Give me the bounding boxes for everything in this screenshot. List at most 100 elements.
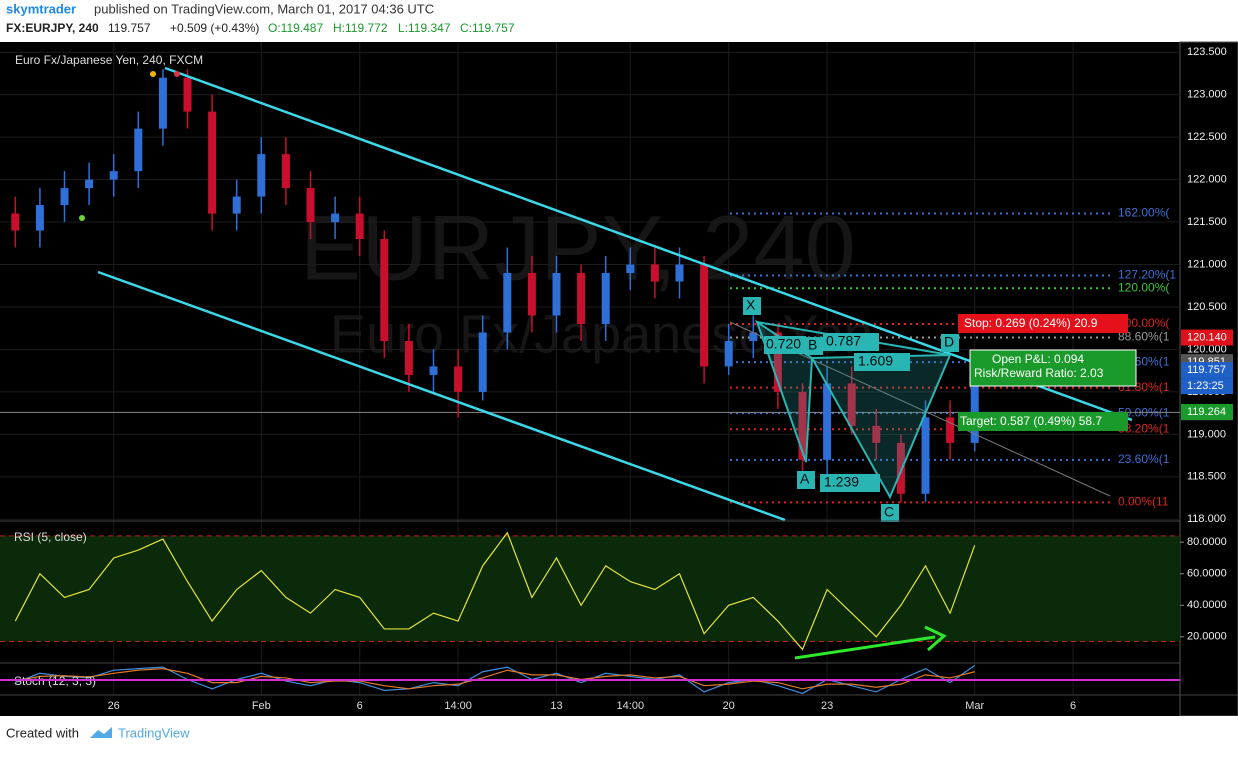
ohlc-high: H:119.772: [333, 21, 388, 35]
label-box: [805, 337, 823, 355]
y-tick-label: 121.500: [1187, 216, 1227, 228]
x-tick-label: 20: [723, 700, 735, 712]
price-tag: [1181, 403, 1233, 420]
grid: [0, 42, 1180, 695]
y-tick-label: 120.500: [1187, 301, 1227, 313]
price-tag-label: 120.140: [1187, 331, 1227, 343]
author: skymtrader: [6, 1, 76, 16]
ratio-box: [854, 353, 910, 371]
dot: [79, 215, 85, 221]
label-box: [797, 471, 815, 489]
target-box: [958, 412, 1128, 431]
y-tick-label: 118.000: [1187, 513, 1226, 525]
y-tick-label: 40.0000: [1187, 599, 1227, 611]
ohlc-close: C:119.757: [460, 21, 515, 35]
candle-body: [35, 205, 44, 231]
price-tag-label: 119.757: [1187, 364, 1226, 376]
footer-brand: TradingView: [118, 725, 190, 740]
x-tick-label: Feb: [252, 700, 271, 712]
candle-body: [798, 391, 807, 460]
x-tick-label: 6: [1070, 700, 1076, 712]
fib-label: 0.00%(11: [1118, 494, 1169, 508]
ratio-xad: 1.239: [824, 474, 859, 490]
price-tag: [1181, 362, 1233, 379]
y-tick-label: 119.000: [1187, 428, 1226, 440]
point-c: C: [884, 504, 894, 520]
point-d: D: [944, 334, 954, 350]
target-text: Target: 0.587 (0.49%) 58.7: [960, 414, 1102, 428]
ratio-box: [764, 336, 806, 354]
candle-body: [454, 366, 463, 392]
fib-label: 120.00%(: [1118, 280, 1169, 294]
y-tick-label: 118.500: [1187, 471, 1226, 483]
stoch-title: Stoch (12, 3, 3): [14, 674, 96, 688]
candle-body: [60, 188, 69, 206]
candle-body: [158, 77, 167, 129]
x-tick-label: 6: [357, 700, 363, 712]
countdown-tag: [1181, 378, 1233, 395]
rr-text: Risk/Reward Ratio: 2.03: [974, 366, 1104, 380]
dot: [150, 71, 156, 77]
arrow-head: [924, 625, 947, 652]
footer: [0, 716, 1238, 752]
ratio-box: [820, 474, 880, 492]
candle-body: [847, 383, 856, 426]
point-a: A: [800, 471, 810, 487]
countdown: 1:23:25: [1187, 380, 1224, 392]
price-tag: [1181, 329, 1233, 346]
candle-body: [183, 77, 192, 112]
channel-lower: [97, 270, 786, 522]
candle-body: [552, 273, 561, 316]
change: +0.509 (+0.43%): [170, 21, 259, 35]
y-tick-label: 60.0000: [1187, 568, 1227, 580]
candle-body: [503, 273, 512, 333]
y-tick-label: 120.000: [1187, 343, 1227, 355]
divergence-arrow: [794, 635, 936, 660]
candle-body: [724, 340, 733, 367]
fib-label: 100.00%(: [1118, 316, 1169, 330]
x-tick-label: 14:00: [617, 700, 645, 712]
symbol: FX:EURJPY, 240: [6, 21, 99, 35]
ratio-xab: 0.720: [766, 336, 801, 352]
pattern-labels: X A B C D 0.720 0.787 1.609 1.239: [743, 297, 959, 522]
pnl-box: [969, 349, 1137, 387]
x-tick-label: 23: [821, 700, 833, 712]
candle-body: [404, 340, 413, 375]
point-b: B: [808, 337, 817, 353]
rsi-band: [0, 535, 1180, 642]
y-tick-label: 122.000: [1187, 173, 1227, 185]
candle-body: [823, 383, 832, 460]
stop-text: Stop: 0.269 (0.24%) 20.9: [964, 316, 1098, 330]
dot: [174, 71, 180, 77]
x-tick-label: 14:00: [444, 700, 472, 712]
candle-body: [257, 154, 266, 197]
candle-body: [749, 332, 758, 341]
candle-body: [208, 111, 217, 214]
pnl-text: Open P&L: 0.094: [992, 352, 1084, 366]
x-tick-label: 13: [550, 700, 562, 712]
ratio-box: [823, 333, 879, 351]
candle-body: [306, 188, 315, 223]
series-line: [14, 531, 976, 651]
stop-box: [958, 314, 1128, 333]
fib-label: 38.20%(1: [1118, 421, 1170, 435]
candle-body: [281, 154, 290, 189]
candle-body: [11, 213, 20, 231]
y-tick-label: 121.000: [1187, 258, 1227, 270]
y-tick-label: 123.500: [1187, 46, 1227, 58]
y-tick-label: 20.0000: [1187, 631, 1227, 643]
candle-body: [921, 417, 930, 494]
ratio-abc: 0.787: [826, 333, 861, 349]
candle-body: [970, 370, 979, 443]
x-tick-label: Mar: [965, 700, 984, 712]
fib-label: 162.00%(: [1118, 206, 1169, 220]
published: published on TradingView.com, March 01, …: [94, 1, 434, 16]
legend-title: Euro Fx/Japanese Yen, 240, FXCM: [15, 53, 203, 67]
fib-label: 23.60%(1: [1118, 452, 1170, 466]
label-box: [743, 297, 761, 315]
candle-body: [85, 179, 94, 189]
candle-body: [946, 417, 955, 443]
candle-body: [577, 273, 586, 324]
candle-body: [355, 213, 364, 240]
